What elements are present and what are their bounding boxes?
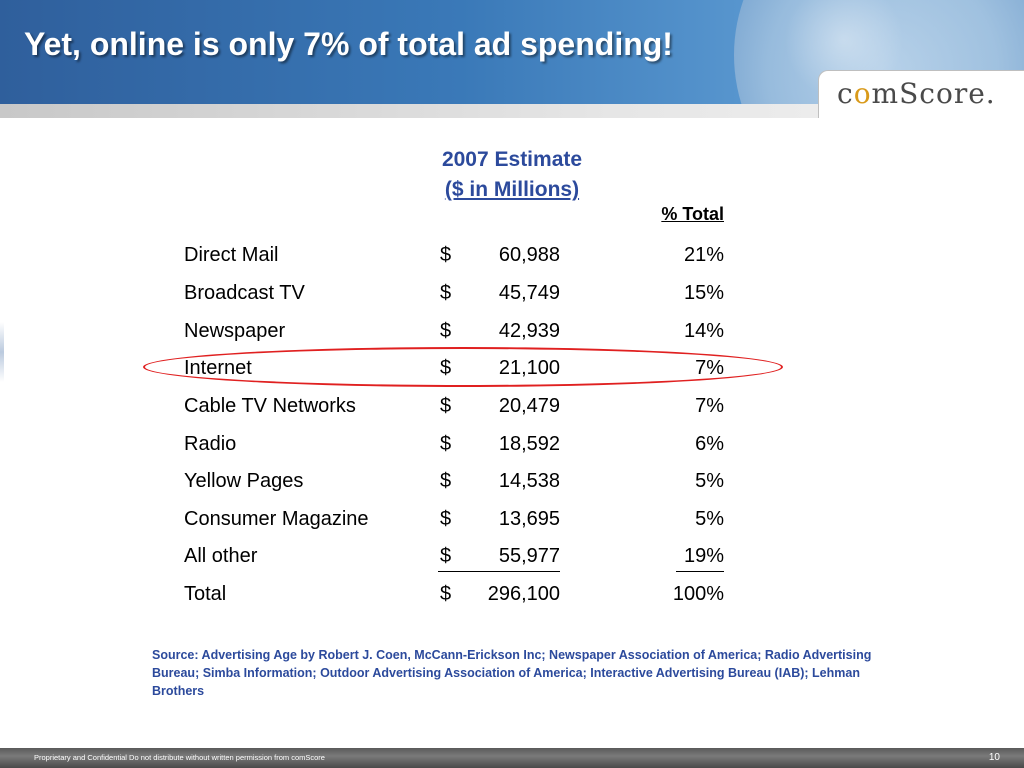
row-percent: 15%: [683, 282, 724, 304]
subtotal-underline-percent: [676, 571, 724, 572]
row-dollar-sign: $: [440, 583, 452, 605]
left-edge-accent: [0, 322, 4, 382]
header-bottom-band: [0, 104, 1024, 118]
row-label: Newspaper: [184, 320, 286, 342]
confidential-notice: Proprietary and Confidential Do not dist…: [34, 753, 325, 762]
row-label: Radio: [184, 433, 237, 455]
row-percent: 5%: [695, 508, 724, 530]
row-percent: 100%: [672, 583, 724, 605]
table-row: Radio $18,592 6%: [0, 433, 1024, 465]
row-amount: 55,977: [498, 545, 560, 567]
row-label: Yellow Pages: [184, 470, 304, 492]
row-amount: 60,988: [498, 244, 560, 266]
row-label: Broadcast TV: [184, 282, 305, 304]
page-number: 10: [988, 752, 1000, 763]
row-dollar-sign: $: [440, 395, 452, 417]
table-row: Cable TV Networks $20,479 7%: [0, 395, 1024, 427]
row-amount: 14,538: [498, 470, 560, 492]
row-percent: 5%: [695, 470, 724, 492]
row-label: Cable TV Networks: [184, 395, 356, 417]
subtotal-underline-amount: [438, 571, 560, 572]
row-label: All other: [184, 545, 258, 567]
row-dollar-sign: $: [440, 508, 452, 530]
row-amount: 45,749: [498, 282, 560, 304]
row-label: Consumer Magazine: [184, 508, 369, 530]
row-dollar-sign: $: [440, 282, 452, 304]
table-row: Consumer Magazine $13,695 5%: [0, 508, 1024, 540]
row-dollar-sign: $: [440, 244, 452, 266]
row-percent: 19%: [683, 545, 724, 567]
table-heading-units: ($ in Millions): [444, 178, 580, 201]
internet-highlight-ellipse: [143, 347, 783, 387]
slide-title: Yet, online is only 7% of total ad spend…: [24, 26, 673, 62]
row-percent: 7%: [695, 395, 724, 417]
pct-total-header: % Total: [661, 204, 724, 224]
row-amount: 296,100: [487, 583, 560, 605]
comscore-logo: comScore.: [818, 70, 1024, 118]
source-note: Source: Advertising Age by Robert J. Coe…: [152, 648, 872, 698]
footer-band: Proprietary and Confidential Do not dist…: [0, 748, 1024, 768]
table-row: Newspaper $42,939 14%: [0, 320, 1024, 352]
table-row: All other $55,977 19%: [0, 545, 1024, 577]
row-label: Direct Mail: [184, 244, 279, 266]
logo-text: comScore.: [837, 77, 996, 110]
row-percent: 6%: [695, 433, 724, 455]
row-dollar-sign: $: [440, 545, 452, 567]
row-amount: 13,695: [498, 508, 560, 530]
row-dollar-sign: $: [440, 433, 452, 455]
row-label: Total: [184, 583, 227, 605]
row-percent: 14%: [683, 320, 724, 342]
table-heading-year: 2007 Estimate: [441, 148, 583, 171]
row-amount: 20,479: [498, 395, 560, 417]
row-amount: 42,939: [498, 320, 560, 342]
logo-o-mark: o: [853, 77, 872, 110]
table-row: Total $296,100 100%: [0, 583, 1024, 615]
row-dollar-sign: $: [440, 320, 452, 342]
table-row: Yellow Pages $14,538 5%: [0, 470, 1024, 502]
header-banner: Yet, online is only 7% of total ad spend…: [0, 0, 1024, 118]
table-row: Direct Mail $60,988 21%: [0, 244, 1024, 276]
table-row: Broadcast TV $45,749 15%: [0, 282, 1024, 314]
row-percent: 21%: [683, 244, 724, 266]
row-dollar-sign: $: [440, 470, 452, 492]
row-amount: 18,592: [498, 433, 560, 455]
